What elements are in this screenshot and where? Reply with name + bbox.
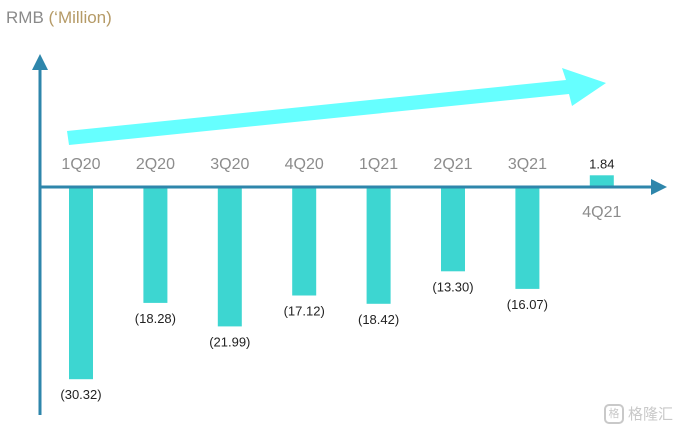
data-label-3q20: (21.99) <box>209 334 250 349</box>
category-label-2q21: 2Q21 <box>433 156 472 173</box>
data-labels-group: (30.32) (18.28) (21.99) (17.12) (18.42) (13.3… <box>60 156 614 402</box>
data-label-1q21: (18.42) <box>358 312 399 327</box>
bar-3q20 <box>217 187 242 327</box>
data-label-3q21: (16.07) <box>507 297 548 312</box>
watermark-text: 格隆汇 <box>627 405 673 423</box>
category-label-3q20: 3Q20 <box>210 156 249 173</box>
bar-3q21 <box>515 187 540 289</box>
y-axis-unit: (‘Million) <box>48 8 112 27</box>
data-label-4q20: (17.12) <box>284 304 325 319</box>
trend-arrow-icon <box>67 68 606 145</box>
watermark: 格 格隆汇 <box>603 403 673 424</box>
bar-4q20 <box>292 187 317 296</box>
data-label-4q21: 1.84 <box>589 156 614 171</box>
bar-1q20 <box>69 187 93 380</box>
category-label-3q21: 3Q21 <box>508 156 547 173</box>
bar-1q21 <box>366 187 391 304</box>
bar-2q21 <box>441 187 465 272</box>
data-label-2q21: (13.30) <box>432 279 473 294</box>
data-label-1q20: (30.32) <box>60 387 101 402</box>
data-label-2q20: (18.28) <box>135 311 176 326</box>
watermark-logo-icon: 格 <box>603 403 624 424</box>
category-label-2q20: 2Q20 <box>136 156 175 173</box>
category-label-4q20: 4Q20 <box>285 156 324 173</box>
x-axis-arrowhead-icon <box>651 179 667 195</box>
y-axis-arrowhead-icon <box>32 54 48 70</box>
y-axis-title: RMB (‘Million) <box>6 8 112 28</box>
bar-4q21 <box>589 175 614 187</box>
y-axis-title-text: RMB <box>6 8 44 27</box>
bar-2q20 <box>143 187 168 303</box>
category-labels-group: 1Q20 2Q20 3Q20 4Q20 1Q21 2Q21 3Q21 4Q21 <box>61 156 621 221</box>
category-label-1q20: 1Q20 <box>61 156 100 173</box>
category-label-1q21: 1Q21 <box>359 156 398 173</box>
bars-group <box>69 175 614 380</box>
category-label-4q21: 4Q21 <box>582 204 621 221</box>
